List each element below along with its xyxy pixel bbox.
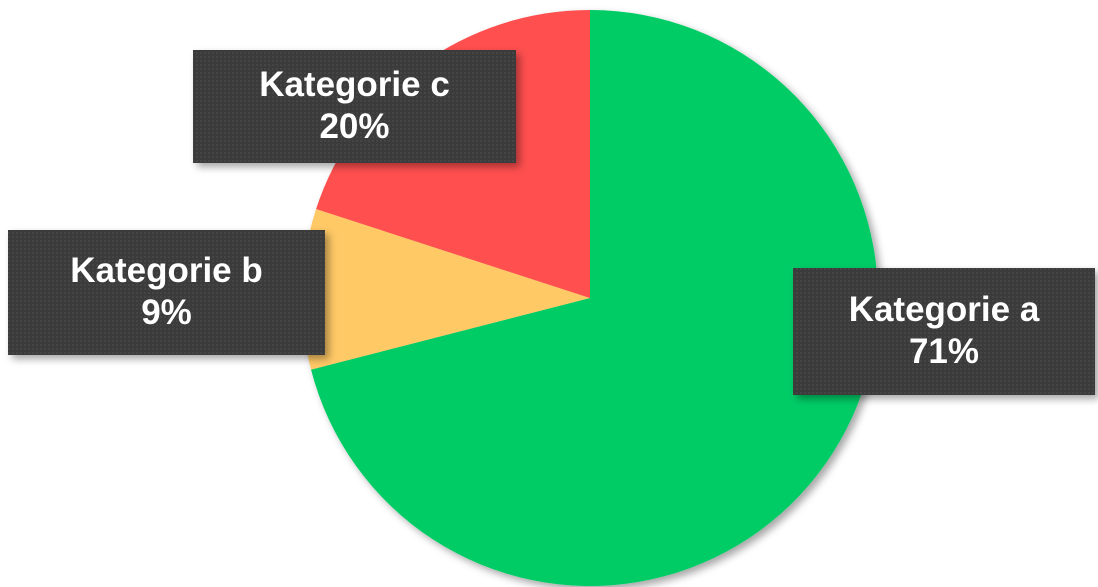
- pie-slice: [302, 209, 590, 370]
- value-label: 20%: [319, 107, 389, 146]
- labels: Kategorie a71% Kategorie b9% Kategorie c20…: [8, 50, 1095, 395]
- pie-slice: [311, 10, 879, 586]
- category-label: Kategorie a: [849, 290, 1040, 329]
- category-label: Kategorie c: [259, 65, 450, 104]
- value-label: 71%: [909, 332, 979, 371]
- value-label: 9%: [141, 293, 192, 332]
- category-label: Kategorie b: [70, 251, 263, 290]
- label-box: [8, 230, 325, 355]
- label-box: [193, 50, 516, 163]
- label-box: [793, 268, 1095, 395]
